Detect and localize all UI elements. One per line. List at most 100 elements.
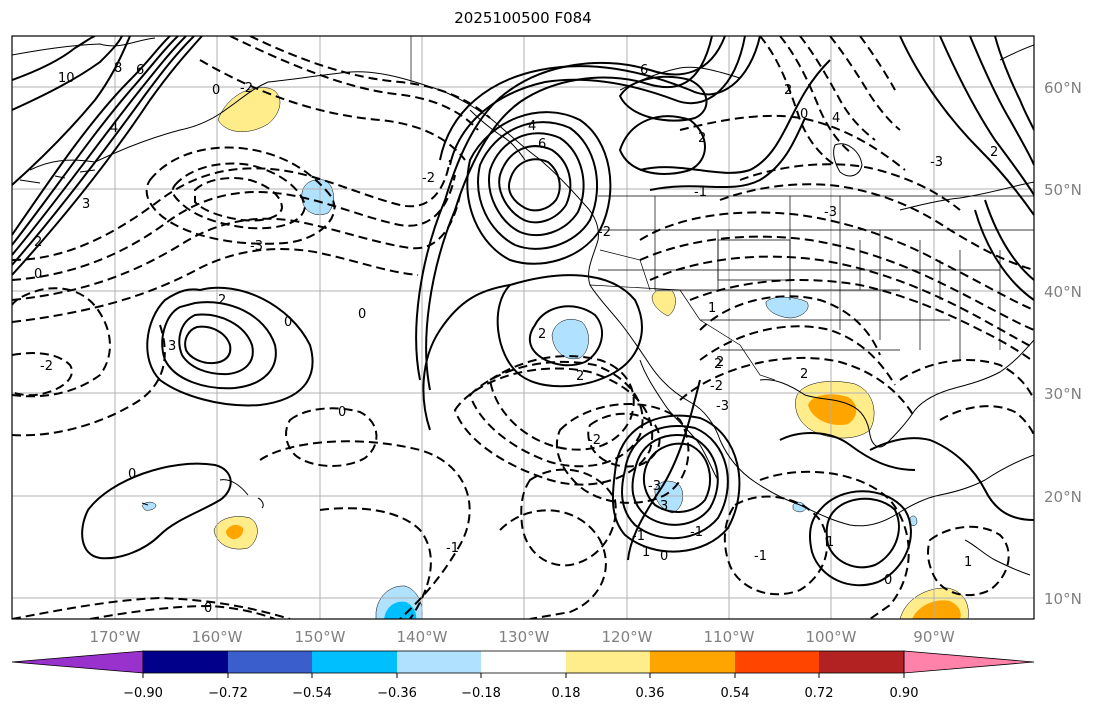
colorbar-segment — [566, 651, 650, 673]
colorbar-tick-label: −0.54 — [292, 686, 332, 701]
shade-negative-baja-offshore — [551, 319, 589, 360]
contour-label: -2 — [422, 171, 435, 186]
contour-label: 2 — [714, 357, 722, 372]
colorbar-segment — [228, 651, 312, 673]
lat-label: 60°N — [1044, 79, 1082, 97]
contour-label: -1 — [446, 541, 459, 556]
colorbar-tick-label: 0.36 — [636, 686, 665, 701]
contour-label: 2 — [990, 145, 998, 160]
contour-label: 2 — [716, 355, 724, 370]
contour-label: 4 — [110, 121, 118, 136]
colorbar-segment — [650, 651, 735, 673]
lon-label: 120°W — [602, 628, 653, 646]
contours-dashed — [12, 36, 1034, 619]
contour-label: 0 — [34, 267, 42, 282]
contour-label: -2 — [40, 359, 53, 374]
lon-label: 170°W — [90, 628, 141, 646]
contour-label: -1 — [632, 529, 645, 544]
contour-label: 2 — [538, 327, 546, 342]
contour-label: 1 — [826, 535, 834, 550]
colorbar-tick-label: −0.18 — [461, 686, 501, 701]
shade-positive-hawaii-core — [226, 524, 244, 540]
contour-label: 2 — [218, 293, 226, 308]
contour-label: 2 — [784, 83, 792, 98]
contour-label: 4 — [528, 119, 536, 134]
colorbar-segment — [819, 651, 904, 673]
lon-label: 90°W — [913, 628, 955, 646]
shade-positive-alaska — [217, 87, 281, 132]
contour-label: 3 — [660, 499, 668, 514]
contour-label: 3 — [168, 339, 176, 354]
lon-label: 100°W — [806, 628, 857, 646]
contour-label: 3 — [82, 197, 90, 212]
lat-label: 40°N — [1044, 283, 1082, 301]
contour-label: -1 — [754, 549, 767, 564]
contour-label: -3 — [824, 205, 837, 220]
contour-labels: 10 8 6 4 3 2 0 -2 -3 0 -2 3 2 0 0 -2 0 0… — [34, 61, 998, 616]
colorbar-segment — [143, 651, 228, 673]
contour-label: 0 — [884, 573, 892, 588]
contour-label: 0 — [128, 467, 136, 482]
lon-label: 160°W — [192, 628, 243, 646]
map-title: 2025100500 F084 — [454, 9, 592, 27]
colorbar-tick-label: −0.90 — [123, 686, 163, 701]
shade-positive-gulf-core — [808, 394, 857, 426]
contour-label: -3 — [250, 239, 263, 254]
contour-label: 0 — [660, 549, 668, 564]
contour-label: -3 — [930, 155, 943, 170]
colorbar-tick-label: −0.72 — [208, 686, 248, 701]
contour-label: 0 — [204, 601, 212, 616]
shade-negative-north-pacific — [301, 179, 334, 216]
colorbar-extend-low — [11, 650, 144, 674]
colorbar-tick-label: 0.18 — [552, 686, 581, 701]
map-frame — [11, 35, 1035, 620]
lat-label: 30°N — [1044, 385, 1082, 403]
shade-negative-south-core — [384, 601, 417, 619]
colorbar-segment — [735, 651, 819, 673]
colorbar-segment — [312, 651, 397, 673]
contour-label: 0 — [284, 315, 292, 330]
lat-label: 10°N — [1044, 590, 1082, 608]
contour-label: -3 — [648, 479, 661, 494]
contour-label: 0 — [338, 405, 346, 420]
contour-label: 0 — [358, 307, 366, 322]
colorbar-tick-label: 0.90 — [890, 686, 919, 701]
contour-label: 1 — [642, 545, 650, 560]
colorbar-extend-high — [903, 650, 1035, 674]
contour-label: 6 — [136, 63, 144, 78]
contour-label: 1 — [708, 301, 716, 316]
lat-label: 50°N — [1044, 181, 1082, 199]
lon-label: 110°W — [704, 628, 755, 646]
contour-label: -1 — [694, 185, 707, 200]
contour-label: 4 — [832, 111, 840, 126]
colorbar-segment — [397, 651, 481, 673]
map-panel: 10 8 6 4 3 2 0 -2 -3 0 -2 3 2 0 0 -2 0 0… — [12, 36, 1034, 619]
shade-positive-southeast-core — [912, 600, 961, 619]
contour-label: 2 — [698, 131, 706, 146]
latitude-labels: 60°N 50°N 40°N 30°N 20°N 10°N — [1044, 79, 1082, 608]
contour-label: -2 — [588, 433, 601, 448]
lon-label: 140°W — [397, 628, 448, 646]
shading-layer — [141, 87, 969, 619]
colorbar: −0.90 −0.72 −0.54 −0.36 −0.18 0.18 0.36 … — [11, 650, 1035, 701]
contour-label: -2 — [598, 225, 611, 240]
contour-label: 10 — [58, 71, 75, 86]
lon-label: 150°W — [295, 628, 346, 646]
contour-label: -1 — [690, 525, 703, 540]
contour-label: 1 — [964, 555, 972, 570]
contour-label: 6 — [640, 63, 648, 78]
colorbar-segment — [481, 651, 566, 673]
colorbar-tick-label: 0.54 — [721, 686, 750, 701]
contours-solid — [12, 36, 1034, 587]
colorbar-tick-label: −0.36 — [377, 686, 417, 701]
contour-label: -2 — [710, 379, 723, 394]
contour-label: 2 — [576, 369, 584, 384]
contour-label: 6 — [538, 137, 546, 152]
contour-label: 2 — [800, 367, 808, 382]
lon-label: 130°W — [499, 628, 550, 646]
lat-label: 20°N — [1044, 488, 1082, 506]
contour-label: -2 — [240, 81, 253, 96]
contour-label: 0 — [212, 83, 220, 98]
longitude-labels: 170°W 160°W 150°W 140°W 130°W 120°W 110°… — [90, 628, 955, 646]
